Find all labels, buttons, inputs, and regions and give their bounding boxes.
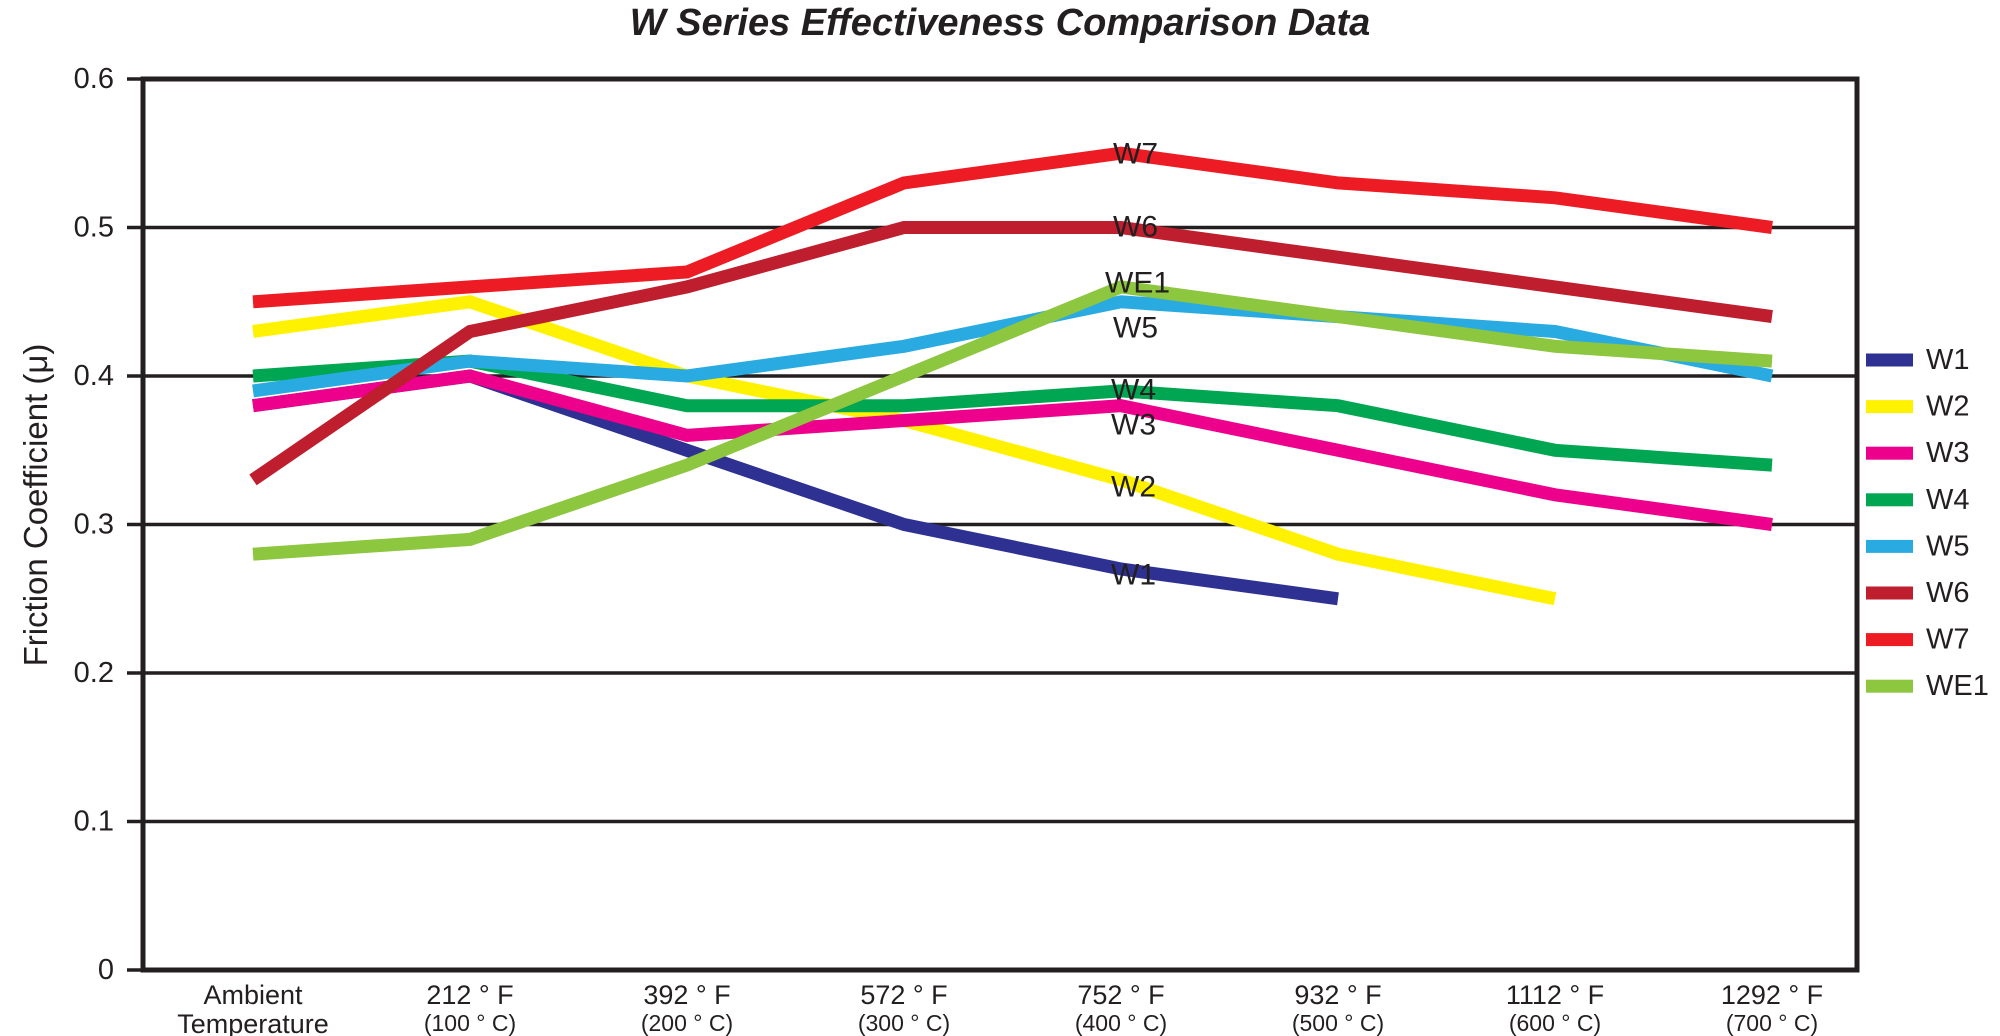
x-tick-sublabel-1: (100 ° C) [424,1010,516,1036]
y-tick-label-0.1: 0.1 [74,806,114,838]
series-inline-label-W1: W1 [1111,559,1156,592]
legend-label-W1: W1 [1926,344,1970,376]
x-tick-sublabel-5: (500 ° C) [1292,1010,1384,1036]
series-inline-label-W6: W6 [1113,211,1158,244]
x-tick-sublabel-2: (200 ° C) [641,1010,733,1036]
legend-swatch-W1 [1866,353,1913,367]
plot-border [140,76,1860,973]
legend-label-W3: W3 [1926,437,1970,469]
x-tick-label-5: 932 ° F [1294,980,1381,1010]
legend-swatch-W6 [1866,586,1913,600]
x-tick-label-7: 1292 ° F [1721,980,1823,1010]
series-line-W5 [252,295,1774,398]
series-inline-label-W3: W3 [1111,409,1156,442]
x-tick-sublabel-6: (600 ° C) [1509,1010,1601,1036]
series-line-W3 [252,369,1773,531]
legend-swatch-WE1 [1866,679,1913,693]
x-tick-label-4: 752 ° F [1077,980,1164,1010]
x-tick-sublabel-3: (300 ° C) [858,1010,950,1036]
y-tick-label-0.3: 0.3 [74,509,114,541]
legend-swatch-W2 [1866,400,1913,414]
x-tick-label-1: 212 ° F [426,980,513,1010]
y-tick-label-0.6: 0.6 [74,63,114,95]
series-inline-label-WE1: WE1 [1105,267,1170,300]
series-line-W6 [249,221,1773,486]
y-tick-label-0.5: 0.5 [74,212,114,244]
series-inline-label-W5: W5 [1113,312,1158,345]
legend-label-W5: W5 [1926,530,1970,562]
series-inline-label-W7: W7 [1113,138,1158,171]
x-tick-sublabel-4: (400 ° C) [1075,1010,1167,1036]
x-tick-sublabel-0: Temperature [177,1009,329,1036]
legend-label-WE1: WE1 [1926,670,1989,702]
legend-label-W7: W7 [1926,624,1970,656]
x-tick-label-6: 1112 ° F [1506,980,1604,1010]
y-tick-label-0.4: 0.4 [74,360,114,392]
y-axis-title: Friction Coefficient (μ) [17,343,54,667]
legend-swatch-W3 [1866,446,1913,460]
legend-swatch-W5 [1866,539,1913,553]
x-tick-label-2: 392 ° F [643,980,730,1010]
y-tick-label-0.2: 0.2 [74,657,114,689]
legend-swatch-W7 [1866,633,1913,647]
x-tick-label-0: Ambient [203,980,303,1010]
series-line-WE1 [252,280,1773,561]
x-tick-label-3: 572 ° F [860,980,947,1010]
x-tick-sublabel-7: (700 ° C) [1726,1010,1818,1036]
series-line-W7 [252,146,1773,309]
series-inline-label-W2: W2 [1111,471,1156,504]
legend-label-W2: W2 [1926,391,1970,423]
y-tick-label-0: 0 [98,954,114,986]
chart-title: W Series Effectiveness Comparison Data [629,2,1371,44]
legend-swatch-W4 [1866,493,1913,507]
legend-label-W4: W4 [1926,484,1970,516]
series-inline-label-W4: W4 [1111,374,1156,407]
legend-label-W6: W6 [1926,577,1970,609]
